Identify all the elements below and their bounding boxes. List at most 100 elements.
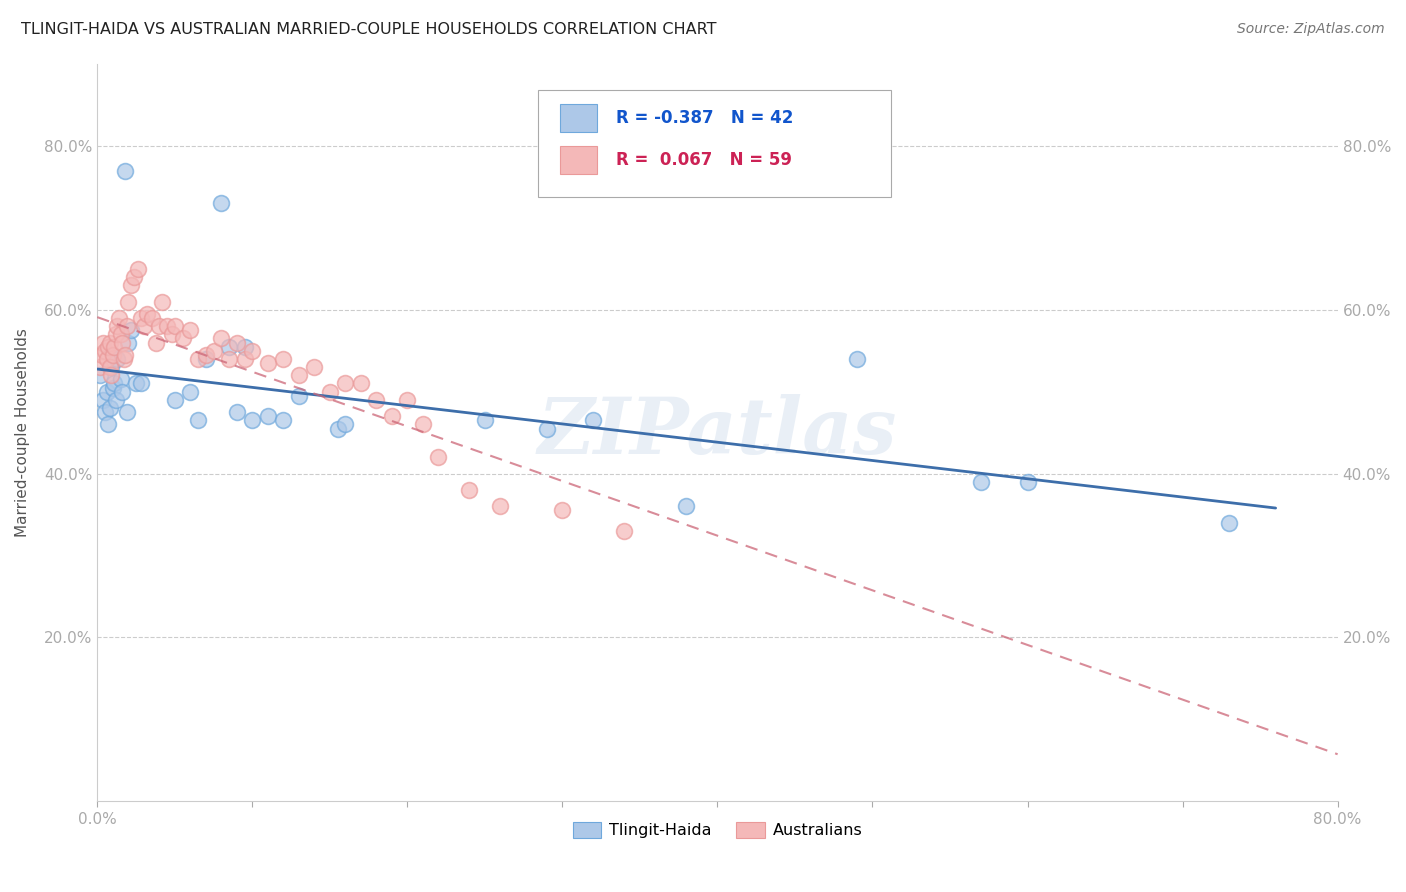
Text: TLINGIT-HAIDA VS AUSTRALIAN MARRIED-COUPLE HOUSEHOLDS CORRELATION CHART: TLINGIT-HAIDA VS AUSTRALIAN MARRIED-COUP… [21,22,717,37]
Point [110,327,132,342]
Point [326,421,349,435]
Point [101,381,124,395]
Point [127,261,149,276]
Point [93,335,115,350]
Point [97,417,120,432]
Point [107,351,129,366]
Point [1017,475,1039,489]
Point [396,392,419,407]
Point [100,360,122,375]
Point [288,368,311,383]
Point [225,405,247,419]
Point [129,376,152,391]
Point [366,392,388,407]
Point [150,294,173,309]
Point [114,163,136,178]
Point [117,294,139,309]
Point [108,310,131,325]
Point [117,335,139,350]
Point [613,524,636,538]
Point [202,343,225,358]
Point [110,372,132,386]
Point [98,360,121,375]
Point [194,348,217,362]
Point [271,351,294,366]
Point [111,384,134,399]
Point [104,392,127,407]
Point [179,323,201,337]
Point [112,351,135,366]
Point [132,319,155,334]
Point [94,405,117,419]
Point [96,384,118,399]
Point [350,376,373,391]
Point [271,413,294,427]
Y-axis label: Married-couple Households: Married-couple Households [15,328,30,537]
Point [304,360,326,375]
Point [135,307,157,321]
Point [218,340,240,354]
Legend: Tlingit-Haida, Australians: Tlingit-Haida, Australians [567,815,869,845]
Text: ZIPatlas: ZIPatlas [537,394,897,471]
Point [148,319,170,334]
Point [114,348,136,362]
Point [179,384,201,399]
Point [335,417,357,432]
Text: R = -0.387   N = 42: R = -0.387 N = 42 [616,109,793,127]
Point [90,348,112,362]
Point [115,319,138,334]
Point [240,343,263,358]
Point [145,335,167,350]
Point [412,417,434,432]
Point [675,500,697,514]
Point [97,340,120,354]
Point [187,413,209,427]
Point [582,413,605,427]
Point [141,310,163,325]
Point [233,351,256,366]
Point [111,335,134,350]
Point [93,392,115,407]
Point [160,327,183,342]
Point [129,310,152,325]
Point [1218,516,1240,530]
Point [103,340,125,354]
Point [115,405,138,419]
Point [104,327,127,342]
Point [427,450,450,465]
Point [536,421,558,435]
Point [209,331,232,345]
Point [319,384,342,399]
Point [107,319,129,334]
Point [163,319,186,334]
Point [233,340,256,354]
Bar [560,103,598,132]
Point [256,356,278,370]
Point [163,392,186,407]
Point [458,483,481,497]
Point [335,376,357,391]
Point [218,351,240,366]
Point [194,351,217,366]
Point [288,389,311,403]
Point [124,270,146,285]
Point [96,351,118,366]
Point [120,278,142,293]
Point [187,351,209,366]
Point [225,335,247,350]
Point [381,409,404,424]
Point [256,409,278,424]
Point [98,401,121,415]
Point [970,475,993,489]
Text: Source: ZipAtlas.com: Source: ZipAtlas.com [1237,22,1385,37]
Point [489,500,512,514]
Point [98,335,121,350]
Text: R =  0.067   N = 59: R = 0.067 N = 59 [616,151,792,169]
Point [101,348,124,362]
Point [209,196,232,211]
Point [474,413,496,427]
Point [120,323,142,337]
Point [94,343,117,358]
Point [846,351,869,366]
FancyBboxPatch shape [537,90,891,197]
